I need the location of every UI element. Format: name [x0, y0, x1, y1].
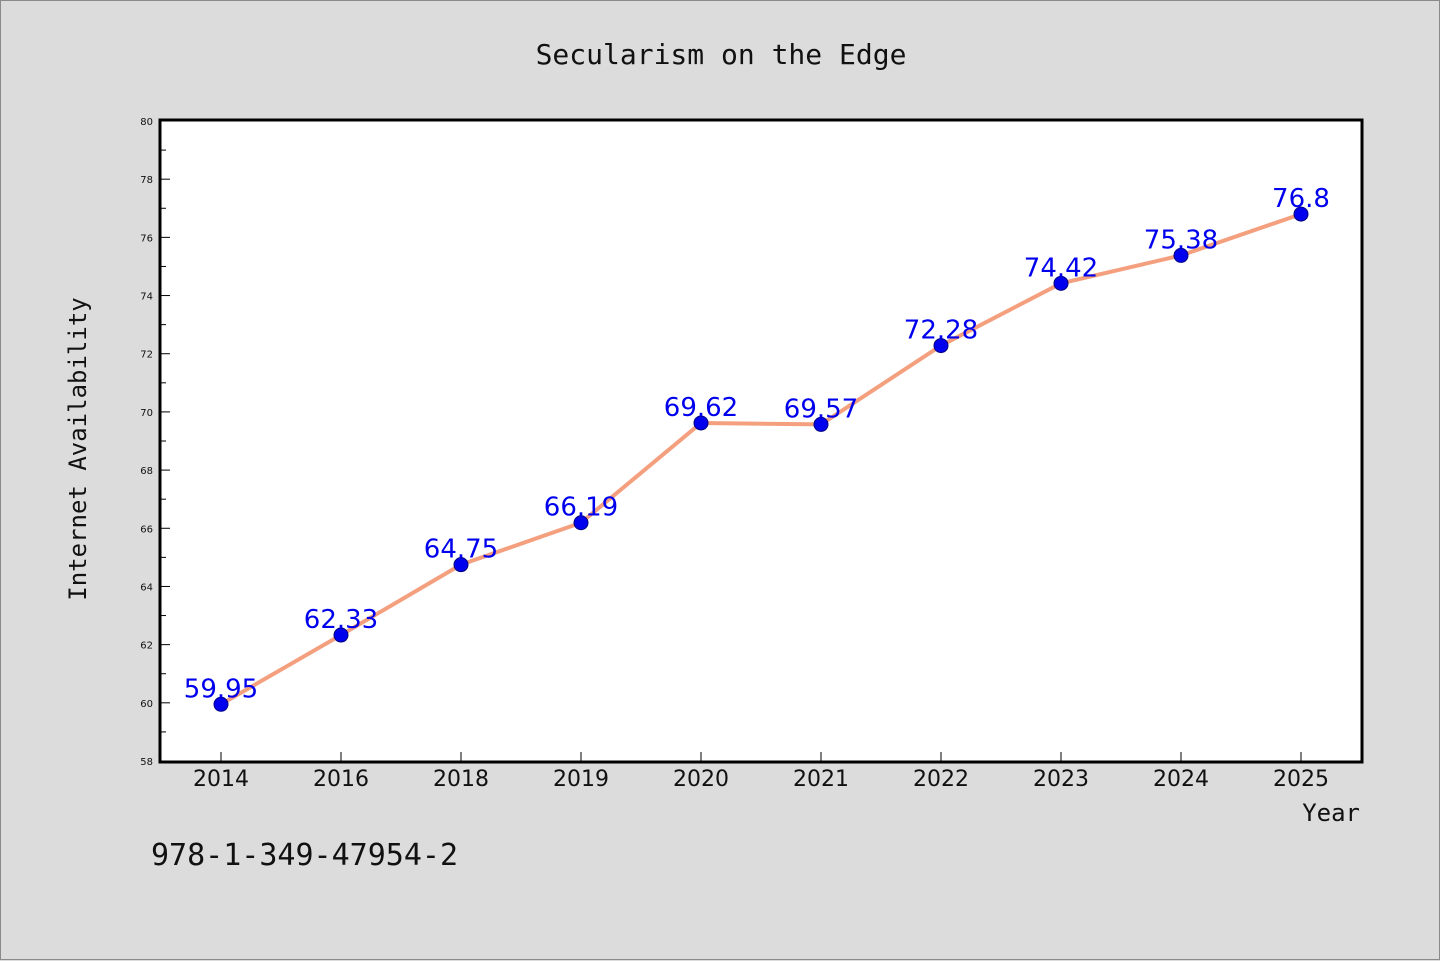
- y-tick-label: 74: [140, 292, 153, 303]
- plot-frame: [158, 118, 1364, 764]
- data-label: 69.62: [664, 393, 738, 423]
- x-tick-label: 2025: [1273, 767, 1329, 792]
- data-point: [453, 557, 469, 573]
- data-label: 76.8: [1272, 184, 1330, 214]
- x-axis: 2014 2016 2018 2019 2020 2021 2022 2023 2024 2025: [193, 752, 1329, 792]
- data-point: [333, 627, 349, 643]
- x-tick-label: 2016: [313, 767, 369, 792]
- y-tick-label: 66: [140, 524, 153, 535]
- y-axis: 58 60 62 64 66 68 70 72 74 76 78 80: [140, 117, 170, 768]
- y-tick-label: 76: [140, 233, 153, 244]
- data-point: [813, 416, 829, 432]
- data-point: [693, 415, 709, 431]
- y-axis-label: Internet Availability: [64, 297, 92, 600]
- plot-area: [160, 120, 1362, 762]
- data-point: [1293, 206, 1309, 222]
- chart-title: Secularism on the Edge: [536, 38, 907, 71]
- data-point: [933, 338, 949, 354]
- y-tick-label: 64: [140, 582, 153, 593]
- isbn-footer: 978-1-349-47954-2: [151, 838, 458, 873]
- y-tick-label: 58: [140, 757, 153, 768]
- y-tick-label: 68: [140, 466, 153, 477]
- x-tick-label: 2014: [193, 767, 249, 792]
- x-tick-label: 2020: [673, 767, 729, 792]
- data-label: 64.75: [424, 535, 498, 565]
- data-point: [213, 696, 229, 712]
- x-axis-label: Year: [1302, 799, 1360, 827]
- data-point: [1173, 247, 1189, 263]
- data-label: 62.33: [304, 605, 378, 635]
- data-label: 66.19: [544, 493, 618, 523]
- data-label: 59.95: [184, 674, 258, 704]
- data-label: 75.38: [1144, 225, 1218, 255]
- y-tick-label: 80: [140, 117, 153, 128]
- y-tick-label: 62: [140, 641, 153, 652]
- x-tick-label: 2018: [433, 767, 489, 792]
- x-tick-label: 2023: [1033, 767, 1089, 792]
- y-tick-label: 78: [140, 175, 153, 186]
- y-tick-label: 60: [140, 699, 153, 710]
- x-tick-label: 2024: [1153, 767, 1209, 792]
- data-labels: 59.95 62.33 64.75 66.19 69.62 69.57 72.28 74.42…: [184, 184, 1330, 704]
- x-tick-label: 2022: [913, 767, 969, 792]
- data-point: [573, 515, 589, 531]
- data-label: 74.42: [1024, 253, 1098, 283]
- x-tick-label: 2019: [553, 767, 609, 792]
- y-tick-label: 70: [140, 408, 153, 419]
- data-label: 72.28: [904, 316, 978, 346]
- y-tick-label: 72: [140, 350, 153, 361]
- series-line: [219, 212, 1303, 707]
- data-label: 69.57: [784, 394, 858, 424]
- x-tick-label: 2021: [793, 767, 849, 792]
- series-markers: [213, 206, 1309, 712]
- data-point: [1053, 275, 1069, 291]
